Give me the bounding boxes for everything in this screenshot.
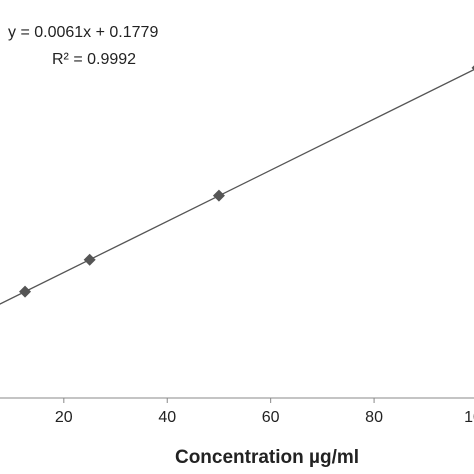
x-tick-label: 20 <box>55 409 73 426</box>
point <box>83 253 96 266</box>
x-tick-label: 100 <box>464 409 474 426</box>
x-tick-label: 40 <box>158 409 176 426</box>
point <box>212 189 225 202</box>
point <box>471 65 474 71</box>
trendline <box>0 68 474 305</box>
equation: y = 0.0061x + 0.1779 <box>8 24 158 41</box>
x-tick-label: 60 <box>262 409 280 426</box>
x-axis-label: Concentration µg/ml <box>175 447 359 468</box>
x-tick-label: 80 <box>365 409 383 426</box>
point <box>19 285 32 298</box>
r-squared: R² = 0.9992 <box>52 51 136 68</box>
